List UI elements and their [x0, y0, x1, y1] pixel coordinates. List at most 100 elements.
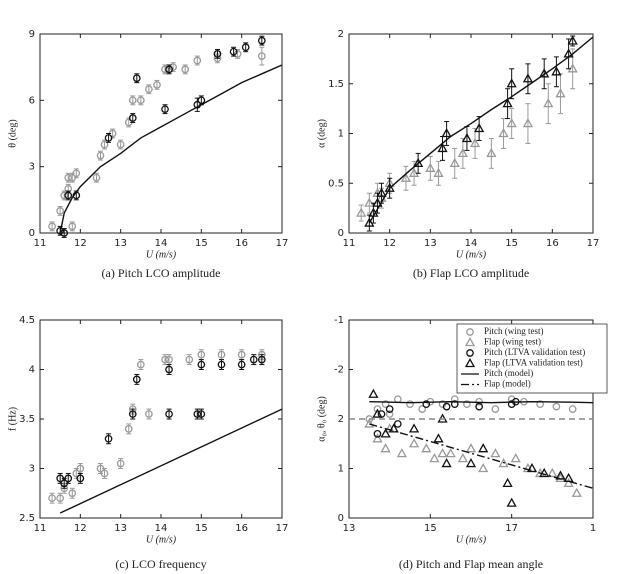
legend-swatch — [464, 336, 476, 347]
x-tick-label: 17 — [587, 238, 600, 249]
triangle-marker — [502, 477, 513, 488]
x-tick-label: 17 — [276, 238, 289, 249]
panel-caption: (a) Pitch LCO amplitude — [102, 266, 221, 280]
circle-marker — [393, 420, 402, 428]
circle-marker — [128, 96, 137, 105]
x-axis-label: U (m/s) — [456, 534, 487, 545]
triangle-marker — [465, 443, 477, 453]
triangle-marker — [384, 182, 395, 192]
triangle-marker — [437, 142, 448, 153]
y-tick-label: 3 — [29, 464, 35, 475]
x-tick-label: 13 — [424, 238, 437, 249]
legend-box — [456, 323, 608, 394]
x-tick-label: 11 — [343, 238, 356, 249]
circle-marker — [96, 151, 105, 160]
circle-marker — [197, 350, 206, 359]
model-line — [368, 36, 593, 224]
triangle-marker — [376, 187, 387, 197]
circle-marker — [60, 191, 69, 200]
y-tick-label: 1.5 — [328, 79, 344, 90]
legend-swatch — [466, 349, 474, 357]
triangle-marker — [490, 448, 501, 458]
y-tick-label: 2 — [338, 414, 344, 425]
triangle-marker — [506, 118, 517, 128]
circle-marker — [136, 96, 145, 105]
x-tick-label: 15 — [195, 238, 208, 249]
y-tick-label: 0 — [29, 228, 35, 239]
triangle-marker — [421, 443, 432, 453]
circle-marker — [116, 140, 125, 149]
x-tick-label: 15 — [505, 238, 518, 249]
y-tick-label: 1 — [338, 464, 344, 475]
circle-marker — [48, 222, 56, 231]
triangle-marker — [457, 453, 468, 463]
circle-marker — [257, 36, 266, 45]
circle-marker — [64, 191, 73, 200]
circle-marker — [153, 81, 161, 89]
triangle-marker — [510, 453, 521, 463]
triangle-marker — [445, 448, 456, 458]
model-line — [369, 423, 593, 489]
triangle-marker — [396, 448, 407, 458]
circle-marker — [385, 410, 394, 418]
triangle-marker — [364, 197, 375, 207]
circle-marker — [385, 405, 394, 413]
y-axis-label: α₀, θ₀ (deg) — [316, 396, 327, 442]
triangle-marker — [441, 458, 452, 468]
circle-marker — [552, 402, 561, 411]
x-tick-label: 12 — [74, 523, 87, 534]
circle-marker — [418, 405, 427, 413]
triangle-marker — [506, 78, 517, 88]
circle-marker — [161, 65, 169, 74]
triangle-marker — [539, 467, 550, 478]
circle-marker — [406, 400, 414, 408]
circle-marker — [116, 459, 125, 468]
x-tick-label: 13 — [343, 523, 356, 534]
triangle-marker — [551, 66, 562, 76]
circle-marker — [64, 474, 73, 483]
x-tick-label: 14 — [155, 238, 168, 249]
x-tick-label: 1 — [590, 523, 596, 534]
y-tick-label: 9 — [29, 29, 35, 40]
triangle-marker — [388, 423, 399, 433]
triangle-marker — [449, 157, 460, 168]
triangle-marker — [380, 428, 391, 438]
x-tick-label: 16 — [546, 238, 559, 249]
triangle-marker — [567, 35, 578, 45]
circle-marker — [56, 226, 65, 235]
triangle-marker — [567, 63, 578, 73]
circle-marker — [381, 400, 390, 408]
circle-marker — [185, 355, 194, 364]
y-tick-label: 1 — [338, 129, 344, 140]
circle-marker — [169, 63, 177, 72]
circle-marker — [181, 65, 190, 74]
legend-swatch — [464, 357, 476, 368]
triangle-marker — [429, 453, 440, 463]
triangle-marker — [526, 462, 538, 473]
triangle-marker — [486, 147, 497, 158]
circle-marker — [165, 65, 173, 74]
x-tick-label: 16 — [235, 523, 248, 534]
triangle-marker — [563, 472, 574, 483]
legend-label: Flap (model) — [484, 379, 531, 389]
circle-marker — [132, 74, 141, 83]
circle-marker — [56, 494, 65, 503]
circle-marker — [76, 464, 85, 473]
plot-frame — [39, 319, 283, 519]
y-axis-label: θ (deg) — [7, 119, 18, 147]
triangle-marker — [469, 137, 481, 148]
triangle-marker — [498, 127, 509, 138]
x-tick-label: 17 — [276, 523, 289, 534]
triangle-marker — [433, 433, 444, 443]
triangle-marker — [408, 438, 420, 448]
x-tick-label: 15 — [195, 523, 208, 534]
circle-marker — [165, 410, 173, 418]
panel-caption: (b) Flap LCO amplitude — [413, 266, 529, 280]
y-tick-label: 3.5 — [19, 414, 35, 425]
circle-marker — [132, 375, 141, 384]
circle-marker — [233, 50, 242, 58]
circle-marker — [104, 434, 113, 443]
y-tick-label: 4.5 — [19, 315, 35, 326]
x-tick-label: 17 — [505, 523, 518, 534]
triangle-marker — [372, 197, 383, 207]
